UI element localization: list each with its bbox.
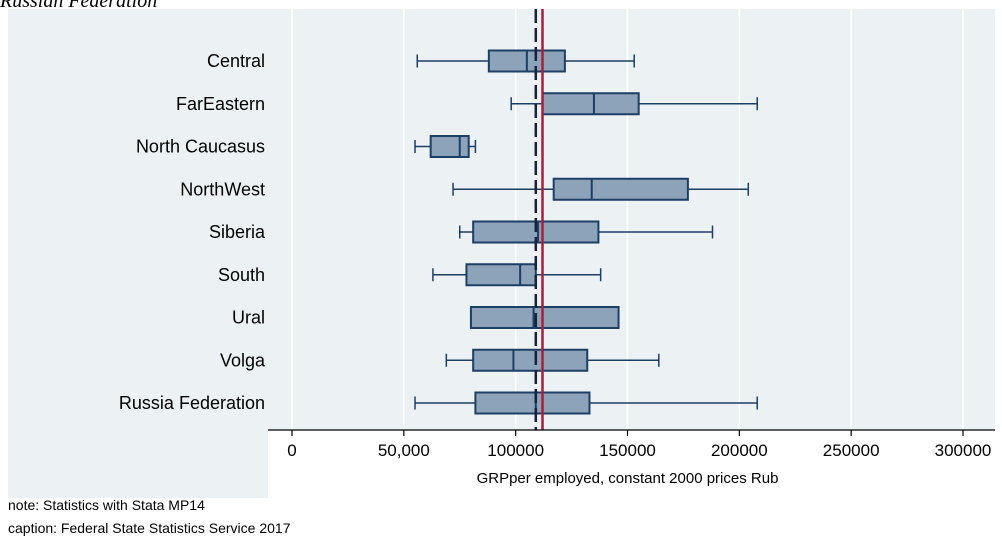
category-label: Volga (220, 350, 266, 370)
chart-panel: Central FarEastern North Caucasus NorthWest… (8, 9, 995, 498)
category-label: South (218, 265, 265, 285)
category-label: North Caucasus (136, 137, 265, 157)
x-tick-label: 100000 (487, 441, 544, 460)
x-tick-label: 0 (287, 441, 296, 460)
x-tick-label: 300000 (935, 441, 992, 460)
box-iqr (429, 135, 470, 158)
category-label: Siberia (209, 222, 266, 242)
x-tick-label: 200000 (711, 441, 768, 460)
box-plot-chart: Central FarEastern North Caucasus NorthWest… (119, 9, 995, 498)
box-iqr (541, 92, 640, 116)
category-label: Central (207, 51, 265, 71)
axis-area (268, 430, 995, 498)
category-label: Ural (232, 308, 265, 328)
x-tick-label: 150000 (599, 441, 656, 460)
x-tick-label: 250000 (823, 441, 880, 460)
category-label: NorthWest (180, 179, 265, 199)
box-iqr (469, 306, 620, 329)
box-iqr (552, 177, 689, 201)
category-label: Russia Federation (119, 393, 265, 413)
box-iqr (465, 263, 537, 287)
chart-note: note: Statistics with Stata MP14 (8, 497, 205, 513)
category-label: FarEastern (176, 94, 265, 114)
box-iqr (472, 348, 589, 372)
x-axis-title: GRPper employed, constant 2000 prices Ru… (477, 470, 779, 487)
box-iqr (474, 391, 591, 415)
chart-caption: caption: Federal State Statistics Servic… (8, 520, 291, 536)
plot-area (268, 9, 995, 430)
x-tick-label: 50,000 (378, 441, 430, 460)
